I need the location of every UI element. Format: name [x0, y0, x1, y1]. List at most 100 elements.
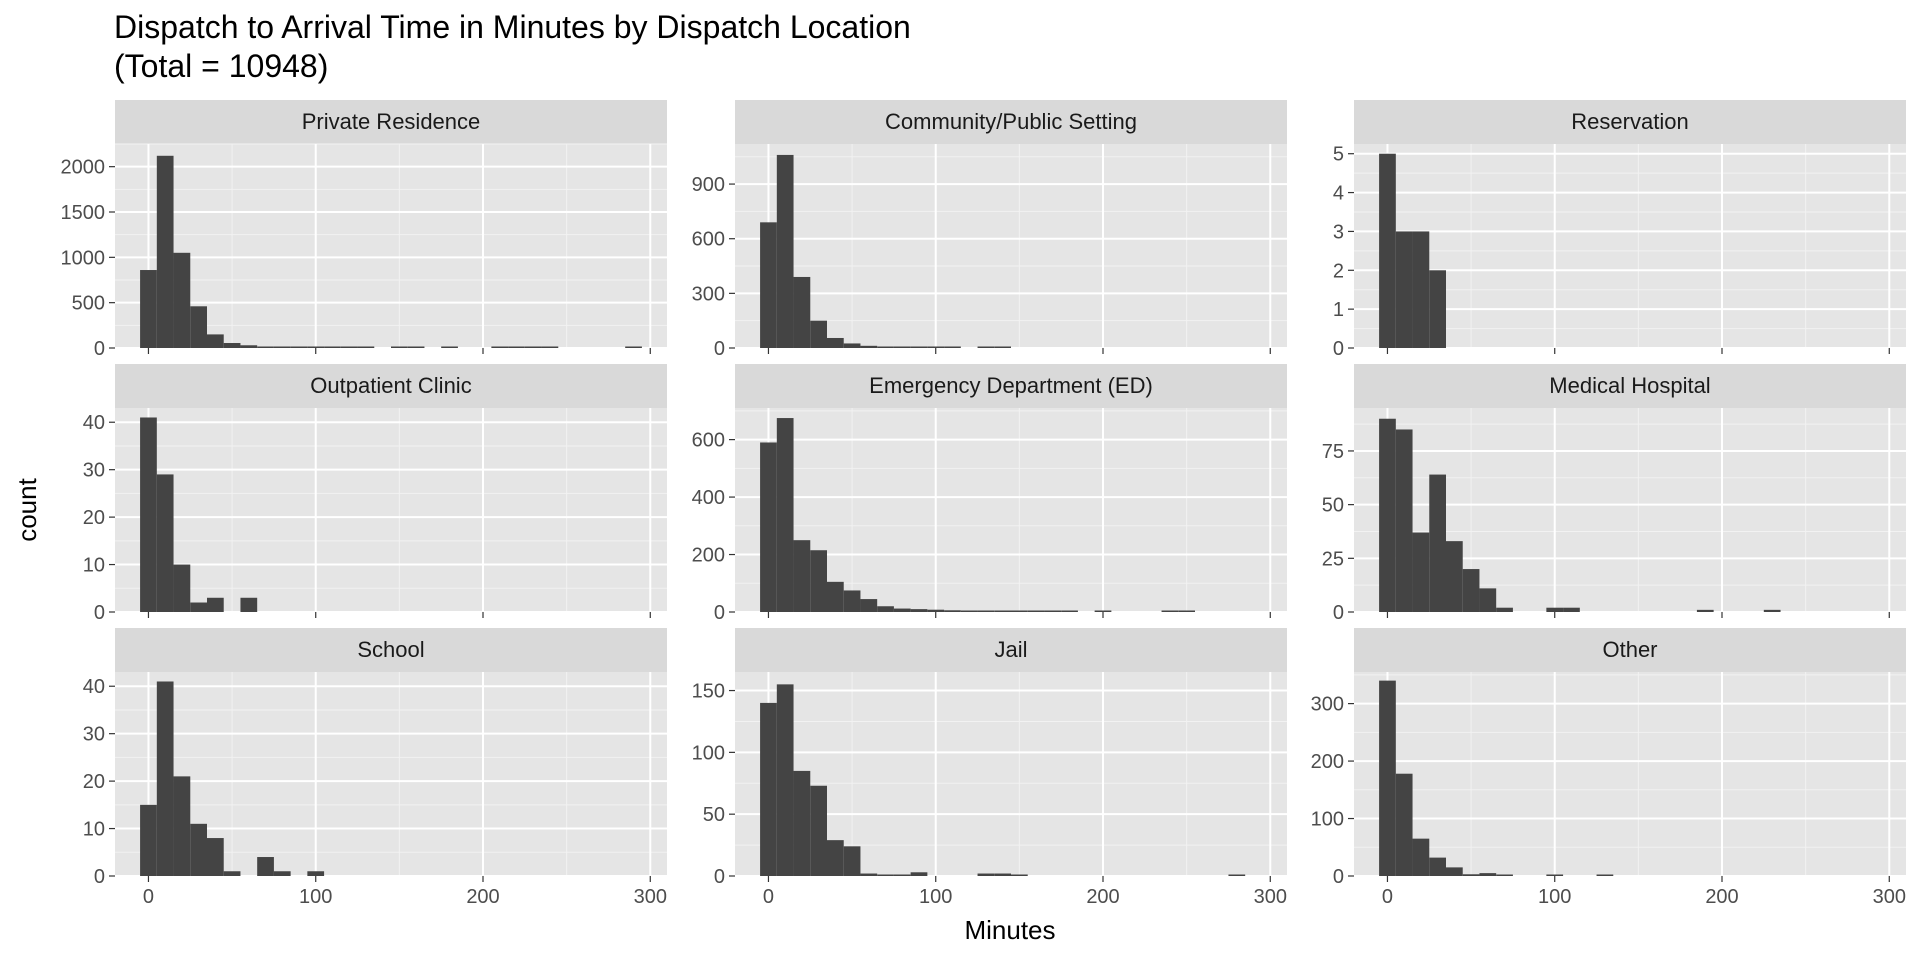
histogram-bar: [240, 345, 258, 348]
y-tick-label: 2: [1333, 260, 1344, 282]
facet-panel: School 0 10 20 30 40 0 100 200 300: [83, 628, 667, 908]
histogram-bar: [508, 346, 525, 348]
plot-background: [1354, 672, 1906, 876]
histogram-bar: [625, 346, 642, 348]
histogram-bar: [1546, 874, 1564, 876]
facet-panel: Private Residence 0 500 1000 1500 2000: [61, 100, 667, 360]
histogram-bar: [1496, 607, 1513, 612]
y-tick-label: 25: [1322, 548, 1344, 570]
y-tick-label: 200: [1311, 751, 1344, 773]
x-tick-label: 200: [1705, 886, 1738, 908]
histogram-bar: [1462, 569, 1480, 612]
facet-label: Medical Hospital: [1549, 373, 1710, 398]
y-tick-label: 300: [692, 283, 725, 305]
histogram-bar: [491, 346, 509, 348]
histogram-bar: [391, 346, 408, 348]
histogram-bar: [240, 597, 258, 612]
facet-strip: [735, 100, 1287, 144]
histogram-bar: [1479, 588, 1497, 612]
histogram-bar: [1011, 610, 1028, 612]
histogram-bar: [1429, 270, 1446, 348]
histogram-bar: [173, 776, 191, 876]
facet-panel: Outpatient Clinic 0 10 20 30 40: [83, 364, 667, 624]
histogram-bar: [977, 346, 995, 348]
x-tick-label: 0: [143, 886, 154, 908]
histogram-bar: [810, 320, 827, 348]
histogram-bar: [977, 610, 995, 612]
facet-panel: Medical Hospital 0 25 50 75: [1322, 364, 1906, 624]
chart-subtitle: (Total = 10948): [114, 48, 328, 84]
histogram-bar: [1094, 610, 1112, 612]
y-tick-label: 0: [94, 602, 105, 624]
y-tick-label: 0: [1333, 866, 1344, 888]
x-tick-label: 0: [1382, 886, 1393, 908]
y-tick-label: 600: [692, 229, 725, 251]
histogram-bar: [1395, 773, 1413, 876]
histogram-bar: [1496, 874, 1513, 876]
histogram-bar: [827, 840, 844, 876]
y-tick-label: 40: [83, 676, 105, 698]
y-tick-label: 0: [94, 866, 105, 888]
y-tick-label: 50: [1322, 495, 1344, 517]
y-tick-label: 10: [83, 555, 105, 577]
plot-background: [115, 408, 667, 612]
y-tick-label: 100: [1311, 809, 1344, 831]
facet-label: Other: [1602, 637, 1657, 662]
x-tick-label: 300: [1873, 886, 1906, 908]
histogram-bar: [173, 564, 191, 612]
histogram-bar: [910, 346, 928, 348]
histogram-bar: [944, 346, 961, 348]
histogram-bar: [994, 346, 1011, 348]
histogram-bar: [860, 345, 878, 348]
x-tick-label: 0: [763, 886, 774, 908]
facet-panels: Private Residence0500100015002000Communi…: [61, 100, 1906, 908]
x-tick-label: 100: [299, 886, 332, 908]
facet-panel: Emergency Department (ED) 0 200 400 600: [692, 364, 1287, 624]
x-axis-title: Minutes: [964, 915, 1055, 945]
histogram-bar: [173, 252, 191, 348]
histogram-bar: [793, 770, 811, 876]
y-tick-label: 600: [692, 430, 725, 452]
x-tick-label: 200: [466, 886, 499, 908]
histogram-bar: [140, 804, 157, 876]
histogram-bar: [994, 610, 1011, 612]
histogram-bar: [273, 871, 291, 876]
histogram-bar: [273, 346, 291, 348]
histogram-bar: [190, 306, 207, 348]
y-tick-label: 0: [94, 338, 105, 360]
y-tick-label: 5: [1333, 144, 1344, 166]
histogram-bar: [1563, 607, 1580, 612]
facet-strip: [735, 364, 1287, 408]
histogram-bar: [140, 270, 157, 348]
histogram-bar: [1596, 874, 1614, 876]
histogram-bar: [1178, 610, 1195, 612]
y-tick-label: 20: [83, 507, 105, 529]
histogram-bar: [156, 474, 174, 612]
histogram-bar: [1011, 874, 1028, 876]
histogram-bar: [910, 872, 928, 876]
y-tick-label: 50: [703, 804, 725, 826]
facet-label: Jail: [994, 637, 1027, 662]
y-tick-label: 1000: [61, 247, 106, 269]
histogram-bar: [877, 874, 894, 876]
histogram-bar: [1462, 874, 1480, 876]
histogram-bar: [910, 609, 928, 612]
y-tick-label: 0: [714, 602, 725, 624]
x-tick-label: 100: [1538, 886, 1571, 908]
histogram-bar: [1412, 532, 1430, 612]
histogram-bar: [1061, 610, 1078, 612]
histogram-bar: [793, 276, 811, 348]
x-tick-label: 100: [919, 886, 952, 908]
histogram-bar: [290, 346, 308, 348]
facet-strip: [115, 364, 667, 408]
histogram-bar: [827, 581, 844, 612]
y-tick-label: 10: [83, 819, 105, 841]
x-tick-label: 200: [1086, 886, 1119, 908]
histogram-bar: [1446, 867, 1463, 876]
histogram-bar: [207, 597, 224, 612]
histogram-bar: [1027, 610, 1045, 612]
y-tick-label: 1500: [61, 202, 106, 224]
histogram-bar: [223, 871, 241, 876]
facet-panel: Community/Public Setting 0 300 600 900: [692, 100, 1287, 360]
histogram-bar: [1412, 231, 1430, 348]
